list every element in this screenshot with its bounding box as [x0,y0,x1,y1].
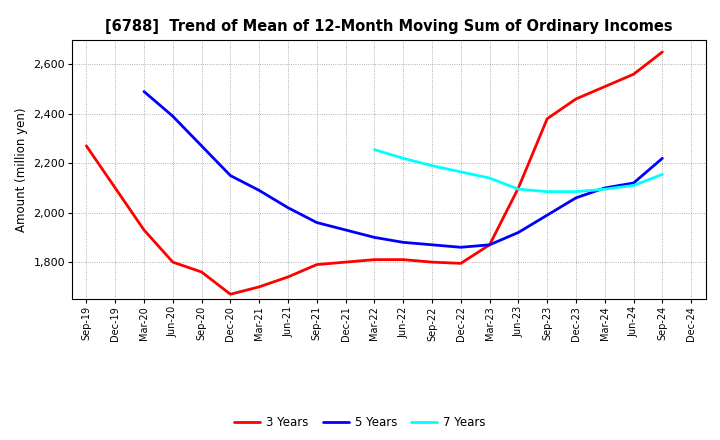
3 Years [82,143,91,149]
7 Years [629,183,638,188]
3 Years [111,185,120,191]
5 Years [572,195,580,201]
3 Years [197,269,206,275]
7 Years [572,189,580,194]
5 Years [341,227,350,233]
3 Years [600,84,609,89]
7 Years [600,187,609,192]
3 Years [312,262,321,267]
5 Years [543,213,552,218]
7 Years [514,187,523,192]
Line: 3 Years: 3 Years [86,52,662,294]
5 Years [600,185,609,191]
5 Years [312,220,321,225]
7 Years [485,176,494,181]
5 Years [658,156,667,161]
5 Years [168,114,177,119]
3 Years [399,257,408,262]
3 Years [168,260,177,265]
5 Years [399,240,408,245]
Title: [6788]  Trend of Mean of 12-Month Moving Sum of Ordinary Incomes: [6788] Trend of Mean of 12-Month Moving … [105,19,672,34]
7 Years [456,169,465,175]
5 Years [370,235,379,240]
7 Years [428,163,436,169]
5 Years [197,143,206,149]
3 Years [370,257,379,262]
5 Years [485,242,494,247]
3 Years [456,261,465,266]
Legend: 3 Years, 5 Years, 7 Years: 3 Years, 5 Years, 7 Years [230,412,490,434]
7 Years [370,147,379,152]
Y-axis label: Amount (million yen): Amount (million yen) [14,107,28,231]
3 Years [658,49,667,55]
3 Years [140,227,148,233]
3 Years [226,292,235,297]
7 Years [399,156,408,161]
3 Years [485,242,494,247]
5 Years [456,245,465,250]
3 Years [341,260,350,265]
5 Years [514,230,523,235]
3 Years [572,96,580,102]
5 Years [140,89,148,94]
7 Years [543,189,552,194]
3 Years [428,260,436,265]
7 Years [658,172,667,177]
3 Years [284,274,292,279]
Line: 5 Years: 5 Years [144,92,662,247]
5 Years [255,188,264,193]
3 Years [629,72,638,77]
3 Years [543,116,552,121]
5 Years [226,173,235,178]
5 Years [428,242,436,247]
5 Years [284,205,292,210]
3 Years [514,185,523,191]
5 Years [629,180,638,186]
3 Years [255,284,264,290]
Line: 7 Years: 7 Years [374,150,662,192]
